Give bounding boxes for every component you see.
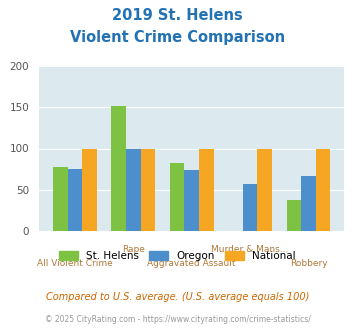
Text: Compared to U.S. average. (U.S. average equals 100): Compared to U.S. average. (U.S. average … bbox=[46, 292, 309, 302]
Bar bbox=[243, 184, 257, 231]
Bar bbox=[82, 148, 97, 231]
Bar bbox=[301, 176, 316, 231]
Text: Murder & Mans...: Murder & Mans... bbox=[212, 245, 289, 254]
Bar bbox=[170, 163, 184, 231]
Text: Aggravated Assault: Aggravated Assault bbox=[147, 259, 236, 268]
Bar bbox=[316, 148, 331, 231]
Bar bbox=[184, 170, 199, 231]
Legend: St. Helens, Oregon, National: St. Helens, Oregon, National bbox=[59, 251, 296, 261]
Text: Rape: Rape bbox=[122, 245, 145, 254]
Bar bbox=[141, 148, 155, 231]
Bar bbox=[53, 167, 67, 231]
Bar bbox=[111, 106, 126, 231]
Text: © 2025 CityRating.com - https://www.cityrating.com/crime-statistics/: © 2025 CityRating.com - https://www.city… bbox=[45, 315, 310, 324]
Bar bbox=[67, 169, 82, 231]
Bar bbox=[126, 148, 141, 231]
Text: Violent Crime Comparison: Violent Crime Comparison bbox=[70, 30, 285, 45]
Text: All Violent Crime: All Violent Crime bbox=[37, 259, 113, 268]
Text: 2019 St. Helens: 2019 St. Helens bbox=[112, 8, 243, 23]
Bar bbox=[199, 148, 214, 231]
Bar bbox=[257, 148, 272, 231]
Bar bbox=[286, 200, 301, 231]
Text: Robbery: Robbery bbox=[290, 259, 327, 268]
